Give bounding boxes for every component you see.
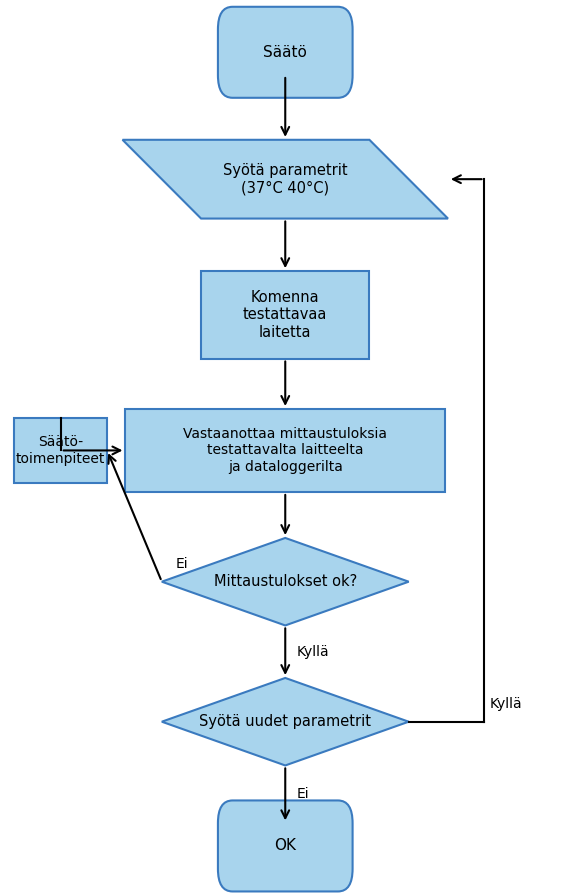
FancyBboxPatch shape — [218, 7, 353, 98]
Polygon shape — [123, 140, 448, 219]
Text: Syötä uudet parametrit: Syötä uudet parametrit — [200, 714, 371, 730]
Text: OK: OK — [274, 839, 296, 854]
Polygon shape — [162, 538, 409, 625]
Text: Säätö-
toimenpiteet: Säätö- toimenpiteet — [16, 435, 105, 465]
Text: Mittaustulokset ok?: Mittaustulokset ok? — [214, 574, 357, 589]
Text: Ei: Ei — [296, 788, 309, 801]
Text: Säätö: Säätö — [263, 45, 307, 60]
Text: Vastaanottaa mittaustuloksia
testattavalta laitteelta
ja dataloggerilta: Vastaanottaa mittaustuloksia testattaval… — [184, 427, 387, 473]
FancyBboxPatch shape — [218, 800, 353, 891]
Polygon shape — [162, 678, 409, 765]
Text: Komenna
testattavaa
laitetta: Komenna testattavaa laitetta — [243, 290, 327, 339]
Bar — [125, 409, 445, 492]
Text: Kyllä: Kyllä — [296, 645, 329, 659]
Text: Kyllä: Kyllä — [490, 697, 523, 711]
Bar — [201, 271, 369, 359]
Bar — [14, 418, 107, 483]
Text: Ei: Ei — [176, 557, 189, 572]
Text: Syötä parametrit
(37°C 40°C): Syötä parametrit (37°C 40°C) — [223, 163, 348, 196]
